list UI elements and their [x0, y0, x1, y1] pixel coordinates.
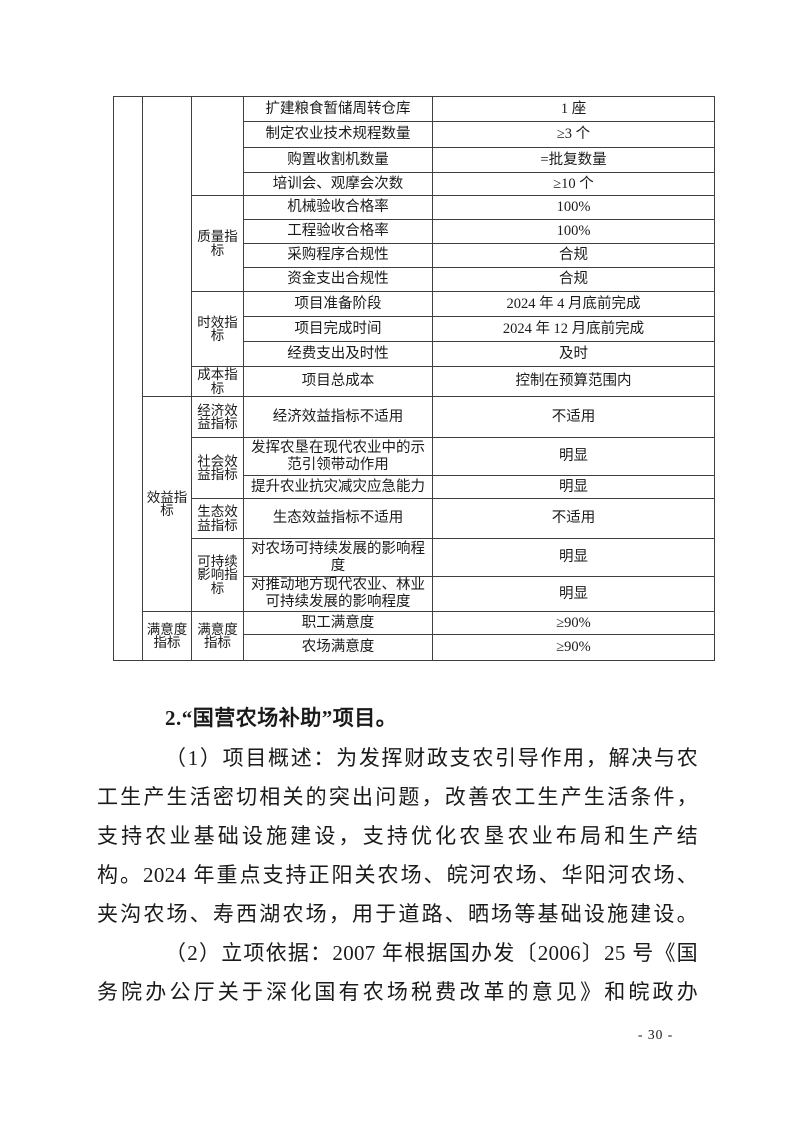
group-label-cell: 社会效益指标: [191, 437, 244, 499]
indicator-value-cell: 100%: [432, 195, 715, 220]
indicator-name-cell: 发挥农垦在现代农业中的示范引领带动作用: [243, 437, 433, 476]
group-label-cell: 生态效益指标: [191, 498, 244, 539]
indicator-name-cell: 制定农业技术规程数量: [243, 121, 433, 148]
indicator-value-cell: 合规: [432, 267, 715, 292]
indicator-value-cell: 明显: [432, 475, 715, 499]
indicator-name-cell: 对推动地方现代农业、林业可持续发展的影响程度: [243, 576, 433, 612]
section-heading: 2.“国营农场补助”项目。: [165, 706, 398, 730]
empty-cell: [113, 96, 143, 661]
paragraph-block: （1）项目概述：为发挥财政支农引导作用，解决与农工生产生活密切相关的突出问题，改…: [97, 739, 698, 1012]
indicator-value-cell: 不适用: [432, 498, 715, 539]
indicator-value-cell: 1 座: [432, 96, 715, 122]
indicator-name-cell: 培训会、观摩会次数: [243, 172, 433, 196]
table-row: 经费支出及时性 及时: [114, 341, 715, 367]
group-label-cell: 经济效益指标: [191, 396, 244, 438]
table-row: 时效指标 项目准备阶段 2024 年 4 月底前完成: [114, 291, 715, 367]
table-row: 社会效益指标 发挥农垦在现代农业中的示范引领带动作用 明显: [114, 437, 715, 499]
indicator-name-cell: 职工满意度: [243, 611, 433, 635]
table-row: 资金支出合规性 合规: [114, 267, 715, 292]
indicator-value-cell: ≥90%: [432, 611, 715, 635]
table-row: 工程验收合格率 100%: [114, 219, 715, 244]
table-row: 对推动地方现代农业、林业可持续发展的影响程度 明显: [114, 576, 715, 612]
indicator-name-cell: 农场满意度: [243, 634, 433, 661]
indicator-name-cell: 扩建粮食暂储周转仓库: [243, 96, 433, 122]
group-label-cell: 质量指标: [191, 195, 244, 292]
indicator-name-cell: 经费支出及时性: [243, 341, 433, 367]
table-row: 项目完成时间 2024 年 12 月底前完成: [114, 316, 715, 342]
indicator-name-cell: 购置收割机数量: [243, 147, 433, 173]
paragraph-line: 务院办公厅关于深化国有农场税费改革的意见》和皖政办: [97, 980, 698, 1004]
table-row: 满意度指标 满意度指标 职工满意度 ≥90%: [114, 611, 715, 661]
empty-cell: [191, 96, 244, 196]
table-row: 采购程序合规性 合规: [114, 243, 715, 268]
indicator-name-cell: 资金支出合规性: [243, 267, 433, 292]
indicator-value-cell: ≥3 个: [432, 121, 715, 148]
table-row: 成本指标 项目总成本 控制在预算范围内: [114, 366, 715, 397]
indicator-table: 扩建粮食暂储周转仓库 1 座制定农业技术规程数量 ≥3 个购置收割机数量 =批复数量培…: [113, 96, 715, 661]
table-row: 培训会、观摩会次数 ≥10 个: [114, 172, 715, 196]
table-row: 制定农业技术规程数量 ≥3 个: [114, 121, 715, 148]
indicator-value-cell: 明显: [432, 576, 715, 612]
table-row: 效益指标 经济效益指标 经济效益指标不适用 不适用: [114, 396, 715, 612]
indicator-value-cell: 控制在预算范围内: [432, 366, 715, 397]
indicator-name-cell: 项目完成时间: [243, 316, 433, 342]
indicator-name-cell: 采购程序合规性: [243, 243, 433, 268]
paragraph-line: 夹沟农场、寿西湖农场，用于道路、晒场等基础设施建设。: [97, 902, 698, 926]
table-row: 扩建粮食暂储周转仓库 1 座: [113, 96, 715, 661]
empty-cell: [142, 96, 192, 397]
indicator-value-cell: 明显: [432, 437, 715, 476]
indicator-name-cell: 工程验收合格率: [243, 219, 433, 244]
indicator-value-cell: =批复数量: [432, 147, 715, 173]
table-row: 农场满意度 ≥90%: [114, 634, 715, 661]
table-row: 购置收割机数量 =批复数量: [114, 147, 715, 173]
indicator-value-cell: 100%: [432, 219, 715, 244]
paragraph-line: （2）立项依据：2007 年根据国办发〔2006〕25 号《国: [165, 941, 698, 965]
table-row: 生态效益指标 生态效益指标不适用 不适用: [114, 498, 715, 539]
group-label-cell: 满意度指标: [191, 611, 244, 661]
indicator-name-cell: 生态效益指标不适用: [243, 498, 433, 539]
indicator-value-cell: 2024 年 4 月底前完成: [432, 291, 715, 317]
indicator-value-cell: 及时: [432, 341, 715, 367]
page-number: - 30 -: [638, 1027, 674, 1042]
indicator-value-cell: 不适用: [432, 396, 715, 438]
table-row: 可持续影响指标 对农场可持续发展的影响程度 明显: [114, 538, 715, 612]
indicator-name-cell: 经济效益指标不适用: [243, 396, 433, 438]
indicator-value-cell: ≥90%: [432, 634, 715, 661]
paragraph-line: 支持农业基础设施建设，支持优化农垦农业布局和生产结: [97, 824, 698, 848]
indicator-table-body: 扩建粮食暂储周转仓库 1 座制定农业技术规程数量 ≥3 个购置收割机数量 =批复数量培…: [113, 96, 715, 661]
indicator-name-cell: 提升农业抗灾减灾应急能力: [243, 475, 433, 499]
indicator-table-container: 扩建粮食暂储周转仓库 1 座制定农业技术规程数量 ≥3 个购置收割机数量 =批复数量培…: [113, 96, 715, 661]
indicator-value-cell: 2024 年 12 月底前完成: [432, 316, 715, 342]
paragraph-line: 工生产生活密切相关的突出问题，改善农工生产生活条件，: [97, 785, 698, 809]
indicator-name-cell: 对农场可持续发展的影响程度: [243, 538, 433, 577]
table-row: 质量指标 机械验收合格率 100%: [114, 195, 715, 292]
indicator-name-cell: 项目准备阶段: [243, 291, 433, 317]
indicator-name-cell: 机械验收合格率: [243, 195, 433, 220]
group-label-cell: 效益指标: [142, 396, 192, 612]
indicator-value-cell: ≥10 个: [432, 172, 715, 196]
paragraph-line: （1）项目概述：为发挥财政支农引导作用，解决与农: [165, 746, 698, 770]
paragraph-line: 构。2024 年重点支持正阳关农场、皖河农场、华阳河农场、: [97, 863, 698, 887]
group-label-cell: 可持续影响指标: [191, 538, 244, 612]
group-label-cell: 时效指标: [191, 291, 244, 367]
indicator-value-cell: 明显: [432, 538, 715, 577]
indicator-name-cell: 项目总成本: [243, 366, 433, 397]
group-label-cell: 满意度指标: [142, 611, 192, 661]
indicator-value-cell: 合规: [432, 243, 715, 268]
group-label-cell: 成本指标: [191, 366, 244, 397]
